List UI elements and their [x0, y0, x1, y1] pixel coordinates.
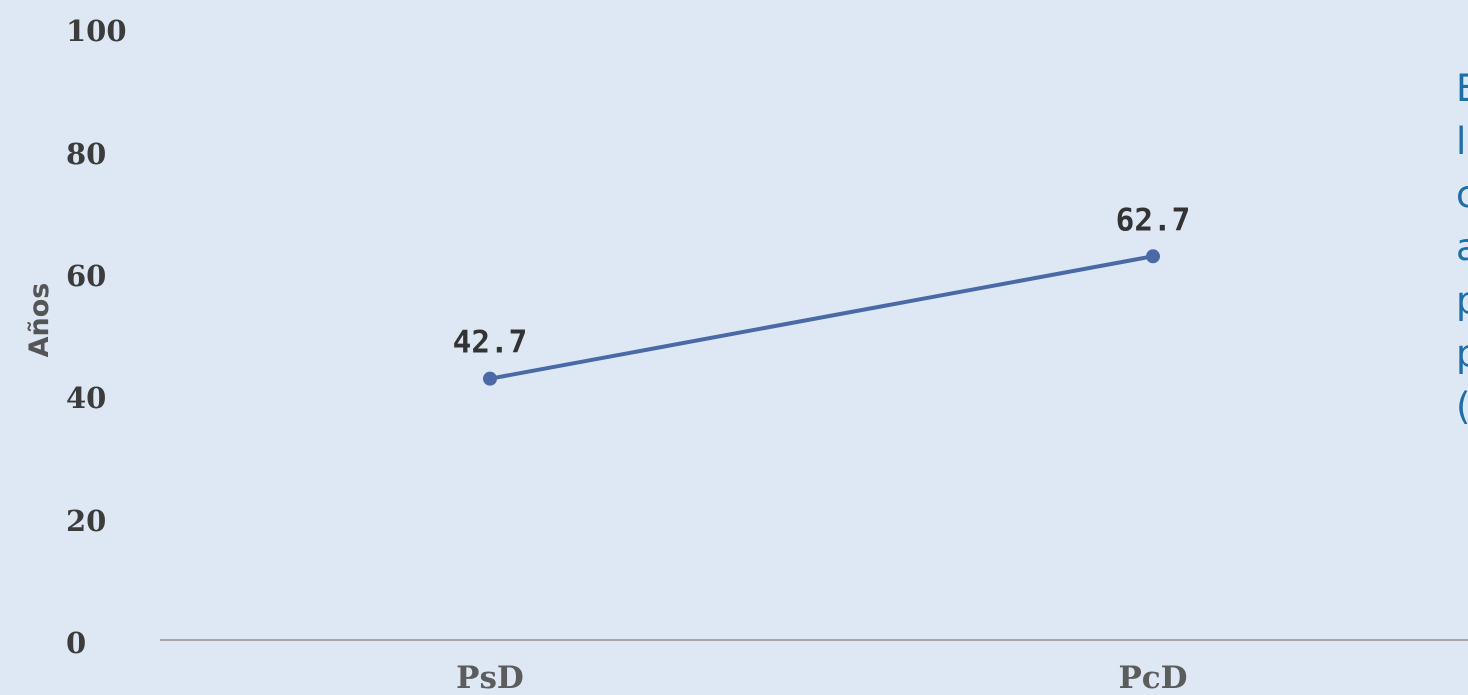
y-tick-label: 40	[66, 381, 106, 415]
y-tick-label: 100	[66, 14, 127, 48]
data-point	[1146, 249, 1160, 264]
side-text-line: p	[1456, 279, 1468, 322]
series-line	[488, 254, 1155, 381]
y-axis-label: Años	[24, 283, 55, 358]
side-text-line: p	[1456, 332, 1468, 375]
data-label: 42.7	[453, 325, 528, 361]
y-tick-label: 20	[66, 504, 106, 538]
side-text-panel: E l c a p p (	[1456, 62, 1468, 433]
side-text-line: a	[1456, 226, 1468, 269]
side-text-line: c	[1456, 173, 1468, 216]
side-text-line: E	[1456, 67, 1468, 110]
x-category-label: PsD	[456, 660, 524, 695]
y-tick-label: 60	[66, 259, 106, 293]
y-tick-label: 0	[66, 626, 86, 660]
y-tick-label: 80	[66, 137, 106, 171]
side-text-line: (	[1456, 380, 1468, 433]
x-category-label: PcD	[1118, 660, 1187, 695]
data-label: 62.7	[1116, 202, 1191, 238]
data-point	[483, 371, 497, 386]
side-text-line: l	[1456, 120, 1467, 163]
